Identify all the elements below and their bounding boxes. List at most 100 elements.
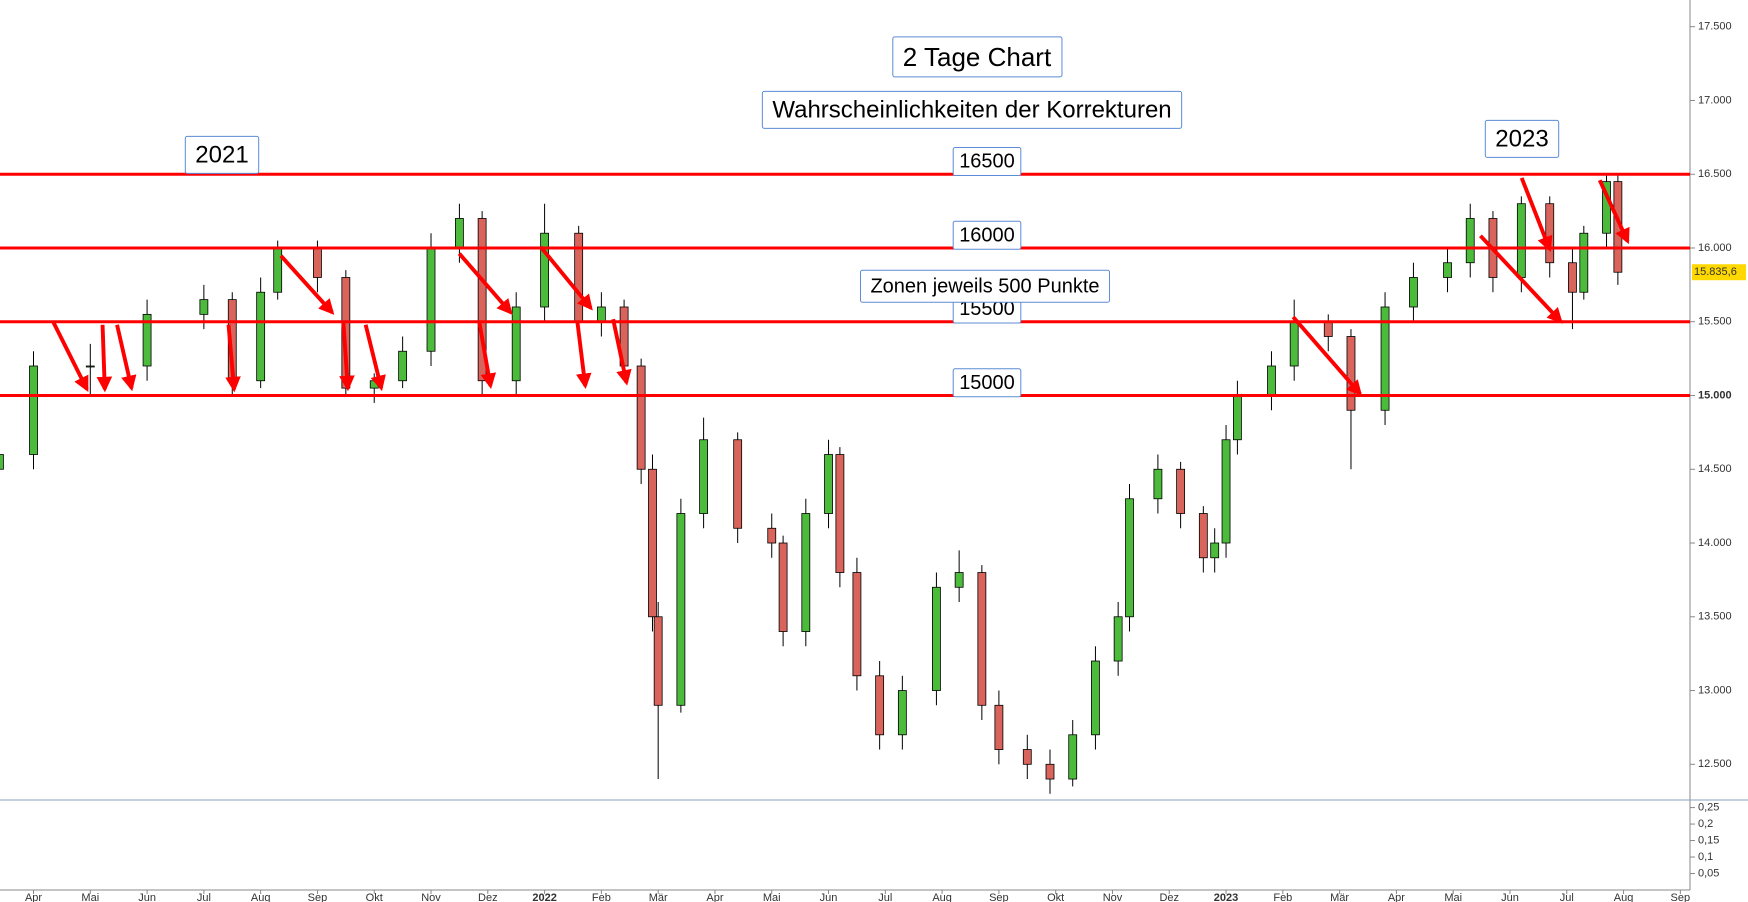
- candle-body: [142, 313, 152, 367]
- x-tick-label: Dez: [478, 892, 498, 902]
- candle-body: [1233, 395, 1242, 441]
- lower-y-tick-label: 0,2: [1698, 818, 1713, 830]
- y-tick-label: 16.000: [1698, 242, 1732, 254]
- candle-body: [653, 616, 663, 706]
- candle-body: [1045, 763, 1055, 780]
- lower-y-tick-label: 0,1: [1698, 851, 1713, 863]
- candle-body: [1568, 262, 1577, 293]
- candle-body: [1516, 203, 1526, 278]
- annotations: 2 Tage Chart Wahrscheinlichkeiten der Kor…: [184, 36, 1560, 303]
- annotation-box: [1484, 119, 1560, 158]
- x-tick-label: Mär: [1330, 892, 1349, 902]
- candle-body: [256, 291, 266, 382]
- candle-body: [1198, 513, 1208, 559]
- candle-body: [85, 365, 95, 368]
- candle-body: [1091, 660, 1100, 736]
- candle-body: [1323, 321, 1333, 337]
- candle-body: [824, 454, 833, 514]
- candle-body: [596, 306, 606, 323]
- x-tick-label: Apr: [25, 892, 42, 902]
- annotation: 2023: [1495, 125, 1548, 152]
- annotation: 2 Tage Chart: [903, 42, 1052, 72]
- x-tick-label: Mai: [763, 892, 781, 902]
- x-tick-label: Dez: [1159, 892, 1179, 902]
- candle-body: [835, 454, 845, 573]
- candle-body: [1545, 203, 1555, 264]
- x-tick-label: Jun: [138, 892, 156, 902]
- candle-body: [932, 586, 941, 691]
- horizontal-line-label: 15500: [959, 298, 1015, 320]
- candle-body: [897, 690, 907, 736]
- candle-body: [426, 247, 436, 352]
- candle-body: [994, 704, 1004, 750]
- candle-body: [1125, 498, 1134, 618]
- horizontal-line-label: 16000: [959, 224, 1015, 246]
- x-tick-label: Nov: [1103, 892, 1123, 902]
- candle-body: [511, 306, 521, 382]
- x-tick-label: Feb: [592, 892, 611, 902]
- y-tick-label: 14.500: [1698, 463, 1732, 475]
- horizontal-line-label: 16500: [959, 151, 1015, 173]
- candle-body: [1443, 262, 1452, 278]
- annotation: 2021: [195, 141, 248, 168]
- x-tick-label: Jul: [1560, 892, 1574, 902]
- candle-body: [1022, 749, 1032, 765]
- y-tick-label: 16.500: [1698, 168, 1732, 180]
- y-tick-label: 17.000: [1698, 94, 1732, 106]
- x-tick-label: Apr: [706, 892, 723, 902]
- candle-body: [0, 454, 4, 470]
- y-tick-label: 17.500: [1698, 21, 1732, 33]
- x-tick-label: Mai: [81, 892, 99, 902]
- candle-body: [313, 247, 322, 278]
- x-tick-label: 2023: [1214, 892, 1238, 902]
- candle-body: [369, 380, 379, 389]
- candle-body: [699, 439, 708, 514]
- candle-body: [1409, 277, 1418, 308]
- x-tick-label: 2022: [532, 892, 556, 902]
- annotation-box: [952, 368, 1022, 398]
- axes: 12.500 13.000 13.500 14.000 14.500 15.000 15.5…: [25, 21, 1746, 902]
- candle-body: [676, 513, 686, 706]
- annotation-box: [184, 135, 260, 174]
- candle-body: [767, 527, 777, 544]
- candle-body: [1465, 218, 1475, 264]
- lower-y-tick-label: 0,05: [1698, 867, 1719, 879]
- x-tick-label: Mai: [1444, 892, 1462, 902]
- x-tick-label: Aug: [1614, 892, 1634, 902]
- last-value-box: [1692, 264, 1746, 281]
- y-tick-label: 13.000: [1698, 684, 1732, 696]
- x-tick-label: Aug: [251, 892, 271, 902]
- x-tick-label: Okt: [366, 892, 383, 902]
- candle-body: [801, 513, 811, 632]
- x-tick-label: Nov: [421, 892, 441, 902]
- candle-body: [648, 468, 657, 618]
- lower-y-tick-label: 0,25: [1698, 801, 1719, 813]
- annotation-box: [892, 36, 1063, 78]
- y-tick-label: 12.500: [1698, 758, 1732, 770]
- x-tick-label: Aug: [932, 892, 952, 902]
- candle-body: [733, 439, 743, 529]
- annotation-box: [761, 90, 1183, 129]
- candle-body: [1176, 468, 1186, 514]
- x-tick-label: Jun: [1501, 892, 1519, 902]
- horizontal-line-label: 15000: [959, 372, 1015, 394]
- y-tick-label: 15.500: [1698, 316, 1732, 328]
- annotation: Wahrscheinlichkeiten der Korrekturen: [772, 96, 1171, 123]
- x-tick-label: Sep: [308, 892, 328, 902]
- annotation-box: [859, 269, 1111, 303]
- candle-body: [1113, 616, 1123, 662]
- last-value-label: 15.835,6: [1694, 266, 1737, 278]
- candle-body: [636, 365, 646, 470]
- y-tick-label: 13.500: [1698, 611, 1732, 623]
- candle-body: [1380, 306, 1390, 411]
- y-tick-label: 14.000: [1698, 537, 1732, 549]
- x-tick-label: Sep: [989, 892, 1009, 902]
- x-tick-label: Jul: [197, 892, 211, 902]
- candle-body: [398, 350, 408, 382]
- annotation-box: [952, 147, 1022, 177]
- candle-body: [199, 299, 209, 315]
- annotation: Zonen jeweils 500 Punkte: [870, 275, 1099, 297]
- candle-body: [29, 365, 38, 455]
- x-tick-label: Jul: [878, 892, 892, 902]
